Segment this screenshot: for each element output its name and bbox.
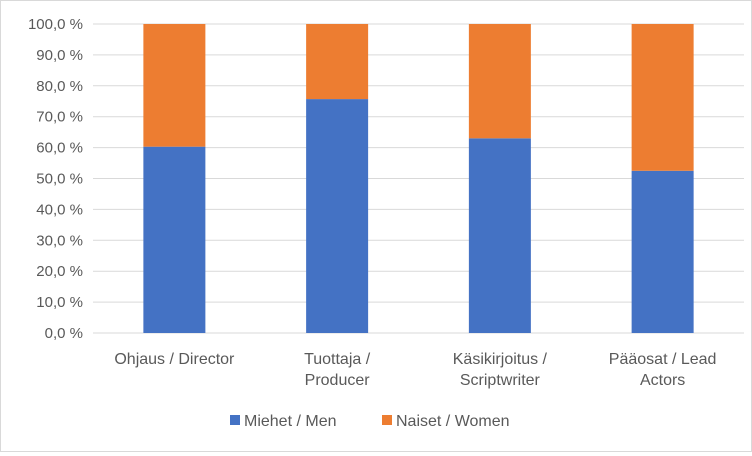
- y-tick-label: 60,0 %: [36, 140, 83, 157]
- bar-segment-men: [468, 138, 531, 333]
- x-category-label: Ohjaus / Director: [114, 351, 235, 368]
- bar-segment-women: [143, 24, 206, 147]
- y-tick-label: 50,0 %: [36, 171, 83, 188]
- y-tick-label: 100,0 %: [28, 16, 83, 33]
- legend-label: Miehet / Men: [244, 413, 336, 430]
- y-tick-label: 70,0 %: [36, 109, 83, 126]
- legend-swatch: [382, 415, 392, 425]
- bar-segment-men: [143, 146, 206, 333]
- y-axis-ticks: 0,0 % 10,0 % 20,0 % 30,0 % 40,0 % 50,0 % 60,0 …: [28, 16, 83, 342]
- y-tick-label: 30,0 %: [36, 232, 83, 249]
- y-tick-label: 20,0 %: [36, 263, 83, 280]
- x-category-label-line: Käsikirjoitus /: [453, 351, 548, 368]
- x-category-label: Käsikirjoitus / Scriptwriter: [453, 351, 548, 389]
- bar-segment-men: [306, 99, 369, 333]
- bar-segment-women: [306, 24, 369, 100]
- legend: Miehet / Men Naiset / Women: [230, 413, 510, 430]
- x-category-label-line: Scriptwriter: [460, 372, 541, 389]
- x-axis-categories: Ohjaus / Director Tuottaja / Producer Käsik…: [114, 351, 716, 389]
- x-category-label: Tuottaja / Producer: [304, 351, 371, 389]
- x-category-label-line: Pääosat / Lead: [609, 351, 717, 368]
- bar-segment-women: [631, 24, 694, 171]
- y-tick-label: 10,0 %: [36, 294, 83, 311]
- bar-segment-women: [468, 24, 531, 139]
- x-category-label-line: Producer: [305, 372, 371, 389]
- x-category-label-line: Actors: [640, 372, 685, 389]
- legend-label: Naiset / Women: [396, 413, 510, 430]
- x-category-label-line: Ohjaus / Director: [114, 351, 235, 368]
- x-category-label: Pääosat / Lead Actors: [609, 351, 717, 389]
- y-tick-label: 0,0 %: [45, 325, 83, 342]
- bar-segment-men: [631, 170, 694, 333]
- y-tick-label: 40,0 %: [36, 201, 83, 218]
- y-tick-label: 90,0 %: [36, 47, 83, 64]
- legend-swatch: [230, 415, 240, 425]
- y-tick-label: 80,0 %: [36, 78, 83, 95]
- bars: [143, 24, 694, 333]
- x-category-label-line: Tuottaja /: [304, 351, 371, 368]
